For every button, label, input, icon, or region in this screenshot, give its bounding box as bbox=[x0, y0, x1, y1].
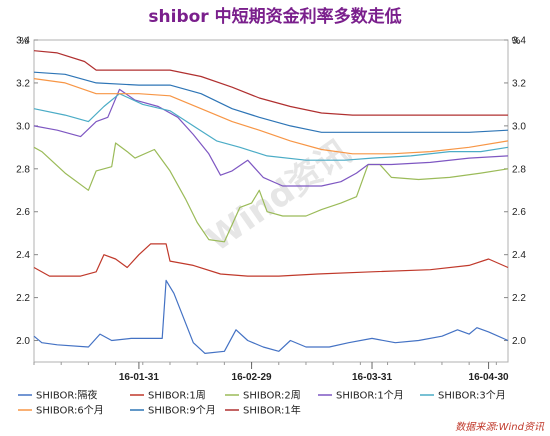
y-tick-label-left: 2.8 bbox=[16, 164, 30, 175]
y-tick-label-right: 2.2 bbox=[512, 293, 526, 304]
x-tick-label: 16-04-30 bbox=[469, 372, 509, 383]
y-tick-label-right: 3.0 bbox=[512, 121, 526, 132]
legend-label: SHIBOR:隔夜 bbox=[36, 389, 97, 402]
series-line-4 bbox=[33, 93, 509, 161]
series-line-7 bbox=[33, 50, 508, 116]
legend-label: SHIBOR:1个月 bbox=[336, 390, 404, 402]
legend-label: SHIBOR:2周 bbox=[243, 390, 301, 402]
y-tick-label-right: 3.4 bbox=[512, 36, 526, 47]
y-tick-label-left: 2.6 bbox=[16, 207, 30, 218]
source-note: 数据来源:Wind资讯 bbox=[455, 421, 545, 433]
series-line-6 bbox=[33, 71, 509, 133]
legend-label: SHIBOR:1周 bbox=[148, 390, 206, 402]
plot-area-frame bbox=[33, 39, 509, 363]
y-tick-label-right: 2.8 bbox=[512, 164, 526, 175]
legend-label: SHIBOR:3个月 bbox=[438, 390, 506, 402]
y-tick-label-right: 2.0 bbox=[512, 336, 526, 347]
y-tick-label-right: 2.6 bbox=[512, 207, 526, 218]
y-tick-label-right: 3.2 bbox=[512, 78, 526, 89]
y-tick-label-left: 2.4 bbox=[16, 250, 30, 261]
legend-label: SHIBOR:1年 bbox=[243, 404, 301, 417]
y-tick-label-left: 2.2 bbox=[16, 293, 30, 304]
x-tick-label: 16-02-29 bbox=[232, 372, 272, 383]
y-tick-label-left: 2.0 bbox=[16, 336, 30, 347]
y-tick-label-left: 3.4 bbox=[16, 36, 30, 47]
x-tick-label: 16-01-31 bbox=[119, 372, 159, 383]
legend-label: SHIBOR:9个月 bbox=[148, 405, 216, 417]
series-line-5 bbox=[33, 78, 509, 155]
series-line-3 bbox=[33, 88, 509, 187]
left-unit-label: % bbox=[20, 36, 29, 47]
legend-label: SHIBOR:6个月 bbox=[36, 405, 104, 417]
chart-title: shibor 中短期资金利率多数走低 bbox=[148, 6, 401, 27]
x-tick-label: 16-03-31 bbox=[352, 372, 392, 383]
series-line-1 bbox=[33, 243, 509, 277]
y-tick-label-right: 2.4 bbox=[512, 250, 526, 261]
y-tick-label-left: 3.2 bbox=[16, 78, 30, 89]
y-tick-label-left: 3.0 bbox=[16, 121, 30, 132]
series-line-0 bbox=[33, 279, 509, 354]
right-unit-label: % bbox=[512, 36, 521, 47]
